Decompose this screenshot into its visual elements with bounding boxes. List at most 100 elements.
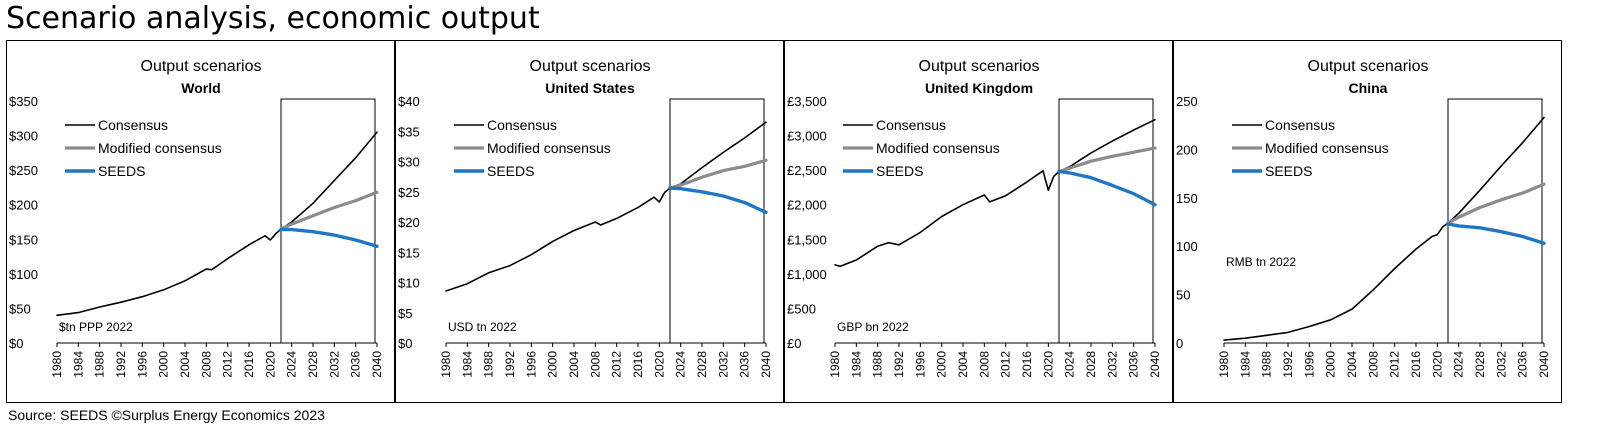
x-tick-label: 2000	[546, 351, 560, 378]
legend-label: Consensus	[487, 117, 557, 133]
x-tick-label: 1984	[849, 351, 863, 378]
x-tick-label: 2020	[1041, 351, 1055, 378]
x-tick-label: 2012	[1388, 351, 1402, 378]
x-tick-label: 2008	[199, 351, 213, 378]
chart-subtitle: World	[181, 80, 220, 96]
chart-subtitle: United States	[545, 80, 635, 96]
chart-svg: Output scenarios China 0 50 100 150 200 250 1980…	[1176, 58, 1551, 378]
x-tick-label: 1988	[1260, 351, 1274, 378]
y-tick-label: 150	[1176, 191, 1198, 206]
x-tick-label: 2004	[567, 351, 581, 378]
x-tick-label: 1984	[71, 351, 85, 378]
y-tick-label: $25	[398, 185, 420, 200]
series-line-modified-consensus	[279, 190, 379, 231]
legend-label: Modified consensus	[98, 140, 222, 156]
chart-subtitle: United Kingdom	[925, 80, 1033, 96]
y-tick-label: £3,500	[787, 94, 827, 109]
y-tick-label: $35	[398, 124, 420, 139]
y-tick-label: £500	[787, 301, 816, 316]
x-tick-label: 2028	[695, 351, 709, 378]
unit-label: GBP bn 2022	[837, 320, 909, 334]
chart-svg: Output scenarios World $0 $50 $100 $150 $200 $2…	[9, 58, 384, 378]
chart-svg: Output scenarios United States $0 $5 $10 $15 $…	[398, 58, 773, 378]
projection-box	[1058, 98, 1154, 344]
x-tick-label: 1992	[1281, 351, 1295, 378]
x-tick-label: 2008	[977, 351, 991, 378]
series-line-consensus	[445, 121, 767, 292]
series-line-seeds	[668, 186, 768, 215]
legend-label: SEEDS	[876, 163, 923, 179]
y-tick-label: $30	[398, 155, 420, 170]
y-tick-label: $5	[398, 306, 412, 321]
projection-box	[669, 98, 765, 344]
projection-box	[280, 98, 376, 344]
x-tick-label: 2028	[1084, 351, 1098, 378]
x-tick-label: 2020	[1430, 351, 1444, 378]
chart-title: Output scenarios	[530, 58, 651, 75]
series-line-consensus	[834, 118, 1156, 268]
y-tick-label: £1,500	[787, 232, 827, 247]
x-tick-label: 2024	[285, 351, 299, 378]
x-tick-label: 2000	[157, 351, 171, 378]
chart-svg: Output scenarios United Kingdom £0 £500 £1,0…	[787, 58, 1162, 378]
x-tick-label: 2036	[1516, 351, 1530, 378]
x-tick-label: 2032	[1494, 351, 1508, 378]
y-tick-label: 50	[1176, 288, 1190, 303]
series-line-modified-consensus	[1057, 146, 1157, 174]
x-tick-label: 2028	[1473, 351, 1487, 378]
x-tick-label: 1980	[828, 351, 842, 378]
x-tick-label: 1988	[482, 351, 496, 378]
x-tick-label: 2024	[1452, 351, 1466, 378]
x-tick-label: 2036	[738, 351, 752, 378]
x-tick-label: 2040	[1148, 351, 1162, 378]
y-tick-label: £2,000	[787, 198, 827, 213]
y-tick-label: $250	[9, 163, 38, 178]
y-tick-label: $100	[9, 267, 38, 282]
legend-label: Modified consensus	[876, 140, 1000, 156]
y-tick-label: $10	[398, 276, 420, 291]
series-line-modified-consensus	[1446, 182, 1546, 225]
chart-title: Output scenarios	[1308, 58, 1429, 75]
x-tick-label: 2016	[242, 351, 256, 378]
chart-subtitle: China	[1349, 80, 1388, 96]
x-tick-label: 2024	[674, 351, 688, 378]
y-tick-label: $350	[9, 94, 38, 109]
x-tick-label: 2020	[652, 351, 666, 378]
x-tick-label: 1988	[871, 351, 885, 378]
y-tick-label: $50	[9, 301, 31, 316]
legend-label: Modified consensus	[1265, 140, 1389, 156]
y-tick-label: 200	[1176, 142, 1198, 157]
chart-title: Output scenarios	[919, 58, 1040, 75]
x-tick-label: 2020	[263, 351, 277, 378]
unit-label: USD tn 2022	[448, 320, 517, 334]
projection-box	[1447, 98, 1543, 344]
x-tick-label: 2040	[370, 351, 384, 378]
x-tick-label: 2012	[999, 351, 1013, 378]
x-tick-label: 2032	[716, 351, 730, 378]
y-tick-label: $15	[398, 245, 420, 260]
x-tick-label: 1992	[503, 351, 517, 378]
y-tick-label: £3,000	[787, 129, 827, 144]
x-tick-label: 2016	[1020, 351, 1034, 378]
chart-panel-world: Output scenarios World $0 $50 $100 $150 $200 $2…	[6, 40, 395, 403]
x-tick-label: 2000	[935, 351, 949, 378]
x-tick-label: 2032	[1105, 351, 1119, 378]
series-line-modified-consensus	[668, 158, 768, 190]
chart-panel-united-kingdom: Output scenarios United Kingdom £0 £500 £1,0…	[784, 40, 1173, 403]
series-line-consensus	[1223, 116, 1545, 341]
x-tick-label: 2004	[956, 351, 970, 378]
legend-label: Consensus	[876, 117, 946, 133]
x-tick-label: 1988	[93, 351, 107, 378]
y-tick-label: 0	[1176, 336, 1183, 351]
x-tick-label: 1992	[892, 351, 906, 378]
x-tick-label: 2028	[306, 351, 320, 378]
x-tick-label: 2016	[1409, 351, 1423, 378]
x-tick-label: 2036	[349, 351, 363, 378]
x-tick-label: 1996	[524, 351, 538, 378]
y-tick-label: £1,000	[787, 267, 827, 282]
x-tick-label: 2004	[1345, 351, 1359, 378]
x-tick-label: 2008	[588, 351, 602, 378]
series-line-seeds	[1446, 222, 1546, 246]
series-line-seeds	[279, 227, 379, 248]
y-tick-label: $150	[9, 232, 38, 247]
